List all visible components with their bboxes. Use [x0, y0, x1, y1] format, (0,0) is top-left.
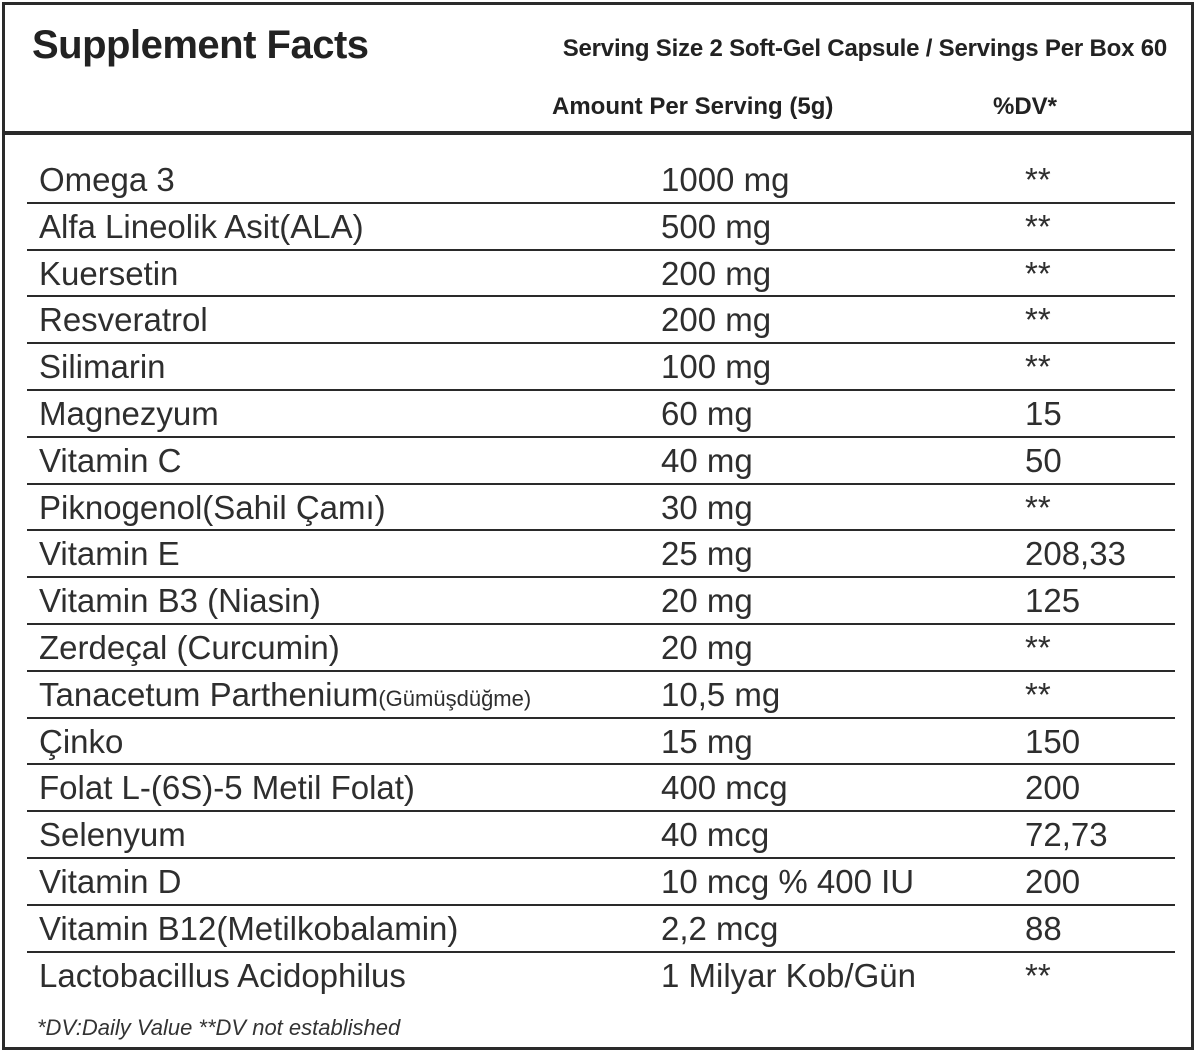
- nutrient-name-text: Vitamin B3 (Niasin): [39, 582, 321, 620]
- table-row: Tanacetum Parthenium(Gümüşdüğme) 10,5 mg *…: [27, 672, 1175, 719]
- nutrient-dv: **: [1025, 207, 1051, 245]
- table-row: Kuersetin 200 mg **: [27, 251, 1175, 298]
- amount-column-header: Amount Per Serving (5g): [552, 93, 834, 120]
- nutrient-name: Alfa Lineolik Asit(ALA): [39, 208, 364, 246]
- table-row: Piknogenol(Sahil Çamı) 30 mg **: [27, 485, 1175, 532]
- nutrient-name: Lactobacillus Acidophilus: [39, 957, 406, 995]
- nutrient-name-text: Selenyum: [39, 816, 186, 854]
- nutrient-name-text: Vitamin C: [39, 441, 182, 479]
- nutrient-name-text: Piknogenol(Sahil Çamı): [39, 488, 386, 526]
- nutrient-name-text: Lactobacillus Acidophilus: [39, 956, 406, 994]
- dv-column-header: %DV*: [993, 93, 1058, 120]
- table-row: Resveratrol 200 mg **: [27, 297, 1175, 345]
- table-row: Silimarin 100 mg **: [27, 344, 1175, 391]
- table-row: Selenyum 40 mcg 72,73: [27, 812, 1175, 859]
- table-row: Vitamin B12(Metilkobalamin) 2,2 mcg 88: [27, 906, 1175, 953]
- nutrient-dv: **: [1025, 301, 1051, 339]
- nutrient-amount: 40 mg: [661, 441, 753, 479]
- nutrient-name: Vitamin C: [39, 442, 181, 480]
- nutrient-name: Folat L-(6S)-5 Metil Folat): [39, 769, 415, 807]
- nutrient-name-text: Silimarin: [39, 348, 166, 386]
- nutrient-name: Selenyum: [39, 816, 186, 854]
- nutrient-amount: 15 mg: [661, 722, 753, 760]
- nutrient-name-text: Vitamin B12(Metilkobalamin): [39, 909, 459, 947]
- nutrient-dv: **: [1025, 956, 1051, 994]
- table-row: Lactobacillus Acidophilus 1 Milyar Kob/Gü…: [27, 953, 1175, 1000]
- nutrient-dv: 150: [1025, 722, 1081, 760]
- nutrient-amount: 20 mg: [661, 628, 753, 666]
- nutrient-amount: 100 mg: [661, 348, 772, 386]
- page-title: Supplement Facts: [32, 23, 369, 67]
- serving-size-text: Serving Size 2 Soft-Gel Capsule / Servin…: [562, 35, 1167, 62]
- nutrient-amount: 40 mcg: [661, 816, 770, 854]
- nutrient-amount: 200 mg: [661, 254, 772, 292]
- nutrient-amount: 2,2 mcg: [661, 909, 779, 947]
- nutrient-amount: 30 mg: [661, 488, 753, 526]
- nutrient-table: Omega 3 1000 mg ** Alfa Lineolik Asit(ALA) 5…: [5, 157, 1191, 999]
- nutrient-name-text: Vitamin E: [39, 535, 180, 573]
- nutrient-dv: **: [1025, 628, 1051, 666]
- nutrient-name-subtext: (Gümüşdüğme): [378, 685, 532, 711]
- nutrient-amount: 500 mg: [661, 207, 772, 245]
- nutrient-name: Kuersetin: [39, 255, 178, 293]
- table-row: Çinko 15 mg 150: [27, 719, 1175, 766]
- nutrient-name-text: Kuersetin: [39, 254, 179, 292]
- nutrient-amount: 1 Milyar Kob/Gün: [661, 956, 916, 994]
- nutrient-amount: 400 mcg: [661, 769, 788, 807]
- nutrient-amount: 25 mg: [661, 535, 753, 573]
- table-row: Vitamin E 25 mg 208,33: [27, 531, 1175, 579]
- nutrient-name: Tanacetum Parthenium(Gümüşdüğme): [39, 676, 531, 714]
- nutrient-amount: 20 mg: [661, 582, 753, 620]
- nutrient-name-text: Resveratrol: [39, 301, 208, 339]
- nutrient-name: Çinko: [39, 723, 123, 761]
- nutrient-name-text: Zerdeçal (Curcumin): [39, 628, 340, 666]
- nutrient-name: Piknogenol(Sahil Çamı): [39, 489, 386, 527]
- nutrient-name-text: Alfa Lineolik Asit(ALA): [39, 207, 364, 245]
- nutrient-dv: 208,33: [1025, 535, 1126, 573]
- nutrient-dv: 200: [1025, 769, 1081, 807]
- nutrient-amount: 1000 mg: [661, 161, 790, 198]
- nutrient-name-text: Tanacetum Parthenium: [39, 675, 379, 713]
- footnote: *DV:Daily Value **DV not established: [37, 1015, 401, 1040]
- nutrient-name: Silimarin: [39, 348, 166, 386]
- nutrient-name-text: Magnezyum: [39, 394, 219, 432]
- nutrient-name-text: Folat L-(6S)-5 Metil Folat): [39, 769, 415, 807]
- nutrient-name-text: Çinko: [39, 722, 124, 760]
- table-row: Zerdeçal (Curcumin) 20 mg **: [27, 625, 1175, 672]
- nutrient-name: Vitamin E: [39, 535, 180, 573]
- nutrient-amount: 10 mcg % 400 IU: [661, 862, 915, 900]
- facts-header: Supplement Facts Serving Size 2 Soft-Gel…: [5, 5, 1191, 135]
- nutrient-dv: 125: [1025, 582, 1081, 620]
- table-row: Vitamin D 10 mcg % 400 IU 200: [27, 859, 1175, 906]
- nutrient-dv: 50: [1025, 441, 1062, 479]
- nutrient-dv: **: [1025, 348, 1051, 386]
- nutrient-name: Vitamin B3 (Niasin): [39, 582, 321, 620]
- table-row: Magnezyum 60 mg 15: [27, 391, 1175, 438]
- nutrient-name: Zerdeçal (Curcumin): [39, 629, 340, 667]
- nutrient-name-text: Omega 3: [39, 161, 175, 198]
- nutrient-name: Magnezyum: [39, 395, 219, 433]
- table-row: Vitamin B3 (Niasin) 20 mg 125: [27, 578, 1175, 625]
- table-row: Omega 3 1000 mg **: [27, 157, 1175, 204]
- nutrient-amount: 60 mg: [661, 394, 753, 432]
- nutrient-name: Omega 3: [39, 161, 175, 199]
- table-row: Vitamin C 40 mg 50: [27, 438, 1175, 485]
- nutrient-dv: **: [1025, 488, 1051, 526]
- table-row: Folat L-(6S)-5 Metil Folat) 400 mcg 200: [27, 765, 1175, 813]
- nutrient-dv: 88: [1025, 909, 1062, 947]
- nutrient-name: Vitamin D: [39, 863, 181, 901]
- nutrient-amount: 10,5 mg: [661, 675, 781, 713]
- nutrient-dv: 200: [1025, 862, 1081, 900]
- nutrient-name: Resveratrol: [39, 301, 208, 339]
- nutrient-dv: **: [1025, 161, 1051, 198]
- nutrient-amount: 200 mg: [661, 301, 772, 339]
- nutrient-name: Vitamin B12(Metilkobalamin): [39, 910, 458, 948]
- nutrient-dv: 72,73: [1025, 816, 1108, 854]
- table-row: Alfa Lineolik Asit(ALA) 500 mg **: [27, 204, 1175, 251]
- nutrient-name-text: Vitamin D: [39, 862, 182, 900]
- nutrient-dv: **: [1025, 254, 1051, 292]
- nutrient-dv: 15: [1025, 394, 1062, 432]
- nutrient-dv: **: [1025, 675, 1051, 713]
